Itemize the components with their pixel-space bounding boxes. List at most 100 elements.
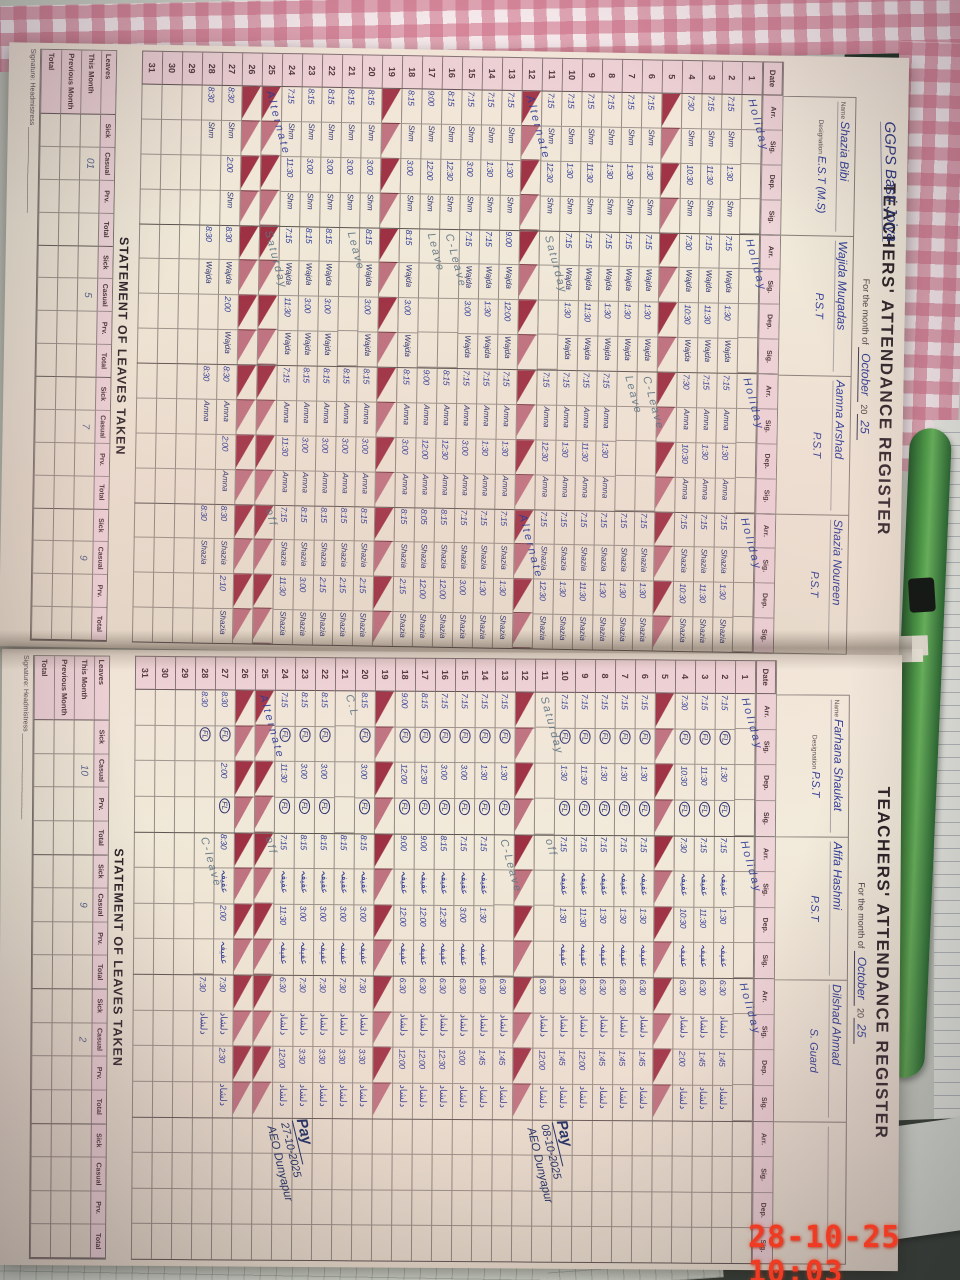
arrival-time: 7:15 [706,95,718,111]
attendance-cell: Shm [419,194,440,229]
leaves-statement: STATEMENT OF LEAVES TAKEN Leaves Sick Casua… [29,48,134,643]
date-cell: 1 [734,659,756,695]
attendance-cell [151,1081,173,1117]
departure-time: 11:30 [578,907,589,927]
attendance-cell [160,119,182,155]
leaves-value-cell [32,921,53,956]
signature: Shm [725,200,735,217]
teacher-name-row: NameFarhana Shaukat DesignationP.S.T Afifa… [771,660,851,1265]
signature: Wajda [722,339,733,363]
attendance-cell [151,607,173,643]
attendance-cell: 7:15 [593,835,614,872]
attendance-cell: Amna [495,404,517,440]
attendance-cell: 8:15 [320,87,342,123]
arrival-time: 6:30 [718,979,729,996]
attendance-cell: Amna [674,477,695,512]
attendance-cell [232,574,254,610]
leaves-value-cell [70,1123,91,1158]
departure-time: 1:30 [485,161,496,177]
attendance-cell [533,835,554,871]
arrival-time: 6:30 [498,978,509,994]
attendance-group: 7:15 Shm 1:30 Shm [559,91,582,232]
attendance-cell: عفیفہ [352,940,374,976]
attendance-cell: Shm [220,120,241,156]
attendance-cell: دلشاد [212,1010,233,1047]
attendance-cell [233,904,254,941]
signature: Amna [581,407,592,429]
register-page-top: GGPS Basti Joiya TEACHERS' ATTENDANCE REG… [0,42,910,662]
attendance-cell: Wajda [637,267,659,303]
arrival-time: 7:15 [581,372,593,388]
attendance-cell [173,832,194,869]
attendance-cell [391,1190,412,1227]
attendance-cell: FL [693,800,715,836]
attendance-cell: Amna [335,401,357,438]
attendance-cell: 7:15 [494,692,515,729]
attendance-cell: عفیفہ [293,869,314,905]
attendance-cell: 1:30 [634,764,655,801]
attendance-cell: 11:30 [577,301,598,337]
attendance-cell: 7:15 [458,229,480,265]
leaves-col-header: Prv. [92,787,109,822]
date-cell: 24 [274,656,296,691]
attendance-cell: 7:15 [273,833,294,870]
leaves-col-header: Sick [91,989,107,1024]
attendance-cell: 7:30 [332,976,353,1012]
attendance-cell: Wajda [297,261,319,297]
attendance-cell [737,269,759,305]
arrival-time: 7:30 [218,976,229,992]
departure-time: 1:30 [563,302,574,318]
leaves-value-cell [70,1157,91,1192]
attendance-cell: Amna [314,471,335,506]
teacher-name: Afifa Hashmi [828,841,845,976]
attendance-cell: 7:15 [573,835,594,872]
attendance-cell [252,939,274,975]
column-header: Arr. [757,374,778,410]
attendance-group: 7:15 Wajda 1:30 Wajda [716,234,740,374]
signature: Shazia [439,544,449,569]
signature: دلشاد [337,1012,349,1036]
departure-time: 10:30 [683,304,694,325]
attendance-cell: 10:30 [672,582,694,618]
attendance-cell [431,1119,452,1156]
attendance-cell: 11:30 [573,906,594,943]
departure-time: 3:00 [318,905,329,922]
attendance-cell: Amna [574,475,595,510]
attendance-cell [536,334,558,370]
arrival-time: 7:15 [679,513,690,529]
leaves-value-cell [32,508,54,542]
signature: دلشاد [497,1013,509,1037]
attendance-cell [151,1188,172,1225]
attendance-group: 6:30 دلشاد 1:45 دلشاد [471,977,493,1120]
column-header: Dep. [758,304,779,340]
leaves-value-cell [73,720,94,755]
departure-time: 10:30 [679,765,690,786]
signature: عفیفہ [617,943,630,968]
arrival-time: 8:15 [324,228,335,244]
attendance-cell [251,608,273,644]
attendance-group: 8:15 عفیفہ 3:00 عفیفہ [332,833,354,977]
arrival-time: 7:15 [559,836,570,852]
attendance-group: 7:15 Amna 1:30 Amna [494,369,517,510]
leaves-value-cell [50,1090,72,1124]
attendance-cell [154,468,175,503]
attendance-cell: 7:15 [618,232,640,268]
attendance-cell: Amna [215,399,237,435]
day-row: 1 Holiday Holiday Holiday [730,659,765,1265]
attendance-cell [253,833,274,869]
date-cell: 22 [321,53,343,88]
attendance-cell [131,1188,152,1225]
attendance-cell: عفیفہ [553,870,574,907]
arrival-time: 8:15 [446,90,458,107]
column-header: Sig. [753,943,775,979]
signature: FL [279,798,291,814]
signature: Amna [220,470,230,492]
departure-time: 1:30 [618,582,629,598]
attendance-cell [514,763,535,800]
signature: Wajda [282,332,293,355]
signature: دلشاد [537,1014,549,1038]
departure-time: 12:30 [445,160,456,181]
attendance-group: off [251,505,279,645]
signature: Shm [466,126,476,143]
attendance-cell: دلشاد [491,1084,513,1119]
